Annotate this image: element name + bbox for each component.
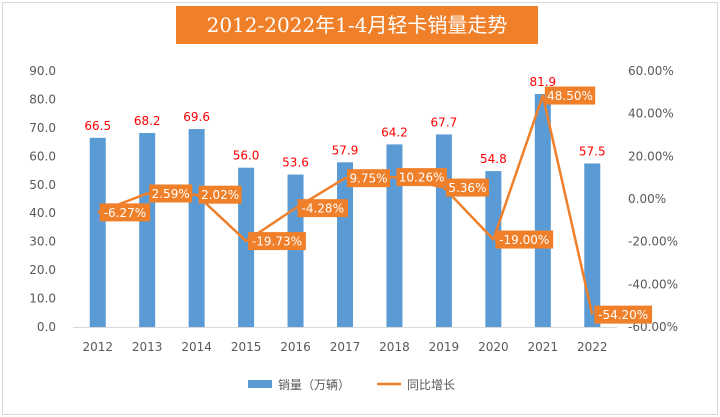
bar-value-label: 67.7 bbox=[431, 115, 458, 129]
growth-label: 10.26% bbox=[399, 171, 445, 185]
bar-value-label: 57.9 bbox=[332, 143, 359, 157]
growth-label-box bbox=[396, 168, 447, 187]
y-right-tick-label: -40.00% bbox=[628, 277, 678, 291]
growth-label: -6.27% bbox=[104, 206, 146, 220]
x-tick-label: 2015 bbox=[231, 340, 262, 354]
sales-bar bbox=[485, 171, 502, 327]
sales-bar bbox=[534, 94, 551, 327]
y-right-tick-label: 20.00% bbox=[628, 149, 674, 163]
growth-label-box bbox=[544, 86, 596, 105]
y-right-tick-label: 40.00% bbox=[628, 107, 674, 121]
sales-bar bbox=[435, 134, 452, 327]
x-tick-label: 2022 bbox=[577, 340, 608, 354]
growth-label-box bbox=[248, 232, 306, 251]
growth-label: 2.02% bbox=[201, 188, 239, 202]
y-left-tick-label: 40.0 bbox=[29, 206, 56, 220]
growth-label-box bbox=[445, 178, 489, 197]
y-right-tick-label: -20.00% bbox=[628, 235, 678, 249]
bar-value-label: 54.8 bbox=[480, 152, 507, 166]
bar-value-label: 68.2 bbox=[134, 114, 161, 128]
x-tick-label: 2014 bbox=[181, 340, 212, 354]
growth-label: -19.73% bbox=[252, 235, 302, 249]
sales-bar bbox=[139, 133, 156, 327]
x-tick-label: 2018 bbox=[379, 340, 410, 354]
bar-value-label: 56.0 bbox=[233, 149, 260, 163]
legend-bar-swatch bbox=[248, 380, 272, 388]
x-tick-label: 2012 bbox=[82, 340, 113, 354]
x-tick-label: 2016 bbox=[280, 340, 311, 354]
y-right-tick-label: 60.00% bbox=[628, 64, 674, 78]
bar-value-label: 66.5 bbox=[84, 119, 111, 133]
x-tick-label: 2017 bbox=[330, 340, 361, 354]
sales-bar bbox=[386, 144, 403, 327]
growth-label: 5.36% bbox=[448, 181, 486, 195]
y-left-tick-label: 20.0 bbox=[29, 263, 56, 277]
y-left-tick-label: 80.0 bbox=[29, 92, 56, 106]
growth-label: 9.75% bbox=[349, 172, 387, 186]
bar-value-label: 69.6 bbox=[183, 110, 210, 124]
sales-bar bbox=[89, 137, 106, 327]
x-tick-label: 2019 bbox=[429, 340, 460, 354]
x-tick-label: 2021 bbox=[528, 340, 559, 354]
growth-label: -4.28% bbox=[302, 202, 344, 216]
growth-label: 48.50% bbox=[547, 89, 593, 103]
y-left-tick-label: 50.0 bbox=[29, 178, 56, 192]
bar-value-label: 81.9 bbox=[529, 75, 556, 89]
chart-title: 2012-2022年1-4月轻卡销量走势 bbox=[176, 6, 538, 44]
y-left-tick-label: 30.0 bbox=[29, 235, 56, 249]
legend-line-label: 同比增长 bbox=[407, 378, 455, 392]
bar-value-label: 64.2 bbox=[381, 125, 408, 139]
x-tick-label: 2013 bbox=[132, 340, 163, 354]
growth-label: -19.00% bbox=[499, 233, 549, 247]
growth-label-box bbox=[297, 199, 348, 218]
y-left-tick-label: 60.0 bbox=[29, 149, 56, 163]
bar-value-label: 53.6 bbox=[282, 156, 309, 170]
y-left-tick-label: 70.0 bbox=[29, 121, 56, 135]
growth-label-box bbox=[99, 203, 151, 222]
growth-label-box bbox=[198, 185, 242, 204]
growth-label-box bbox=[149, 184, 193, 203]
y-right-tick-label: 0.00% bbox=[628, 192, 666, 206]
sales-bar bbox=[238, 167, 255, 327]
growth-label: -54.20% bbox=[598, 308, 648, 322]
growth-label-box bbox=[495, 230, 554, 249]
x-tick-label: 2020 bbox=[478, 340, 509, 354]
y-left-tick-label: 90.0 bbox=[29, 64, 56, 78]
sales-bar bbox=[584, 163, 601, 327]
growth-label-box bbox=[347, 169, 390, 188]
growth-label-box bbox=[594, 305, 653, 324]
bar-value-label: 57.5 bbox=[579, 144, 606, 158]
legend-bar-label: 销量（万辆） bbox=[278, 378, 350, 392]
y-left-tick-label: 10.0 bbox=[29, 292, 56, 306]
sales-bar bbox=[287, 174, 304, 327]
growth-label: 2.59% bbox=[152, 187, 190, 201]
sales-bar bbox=[188, 129, 205, 327]
y-left-tick-label: 0.0 bbox=[37, 320, 56, 334]
